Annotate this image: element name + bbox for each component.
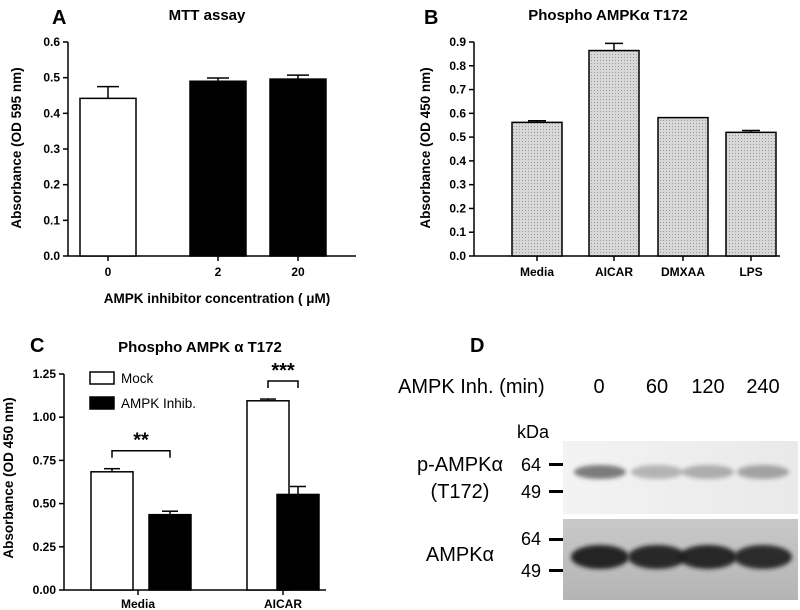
blot-header-label: AMPK Inh. (min) (398, 376, 545, 398)
y-tick-label: 0.1 (43, 213, 60, 227)
blot-band (734, 545, 792, 569)
blot-timepoint-0: 0 (593, 376, 604, 398)
panel-b-chart: Phospho AMPKα T172 Absorbance (OD 450 nm… (418, 7, 780, 279)
blot-row1-sublabel: (T172) (431, 481, 490, 503)
blot-row1-marker-49: 49 (521, 482, 541, 502)
chart-a-xlabel: AMPK inhibitor concentration ( μM) (104, 291, 331, 306)
y-tick-label: 0.00 (33, 583, 57, 597)
blot-band (737, 465, 789, 479)
bar (511, 121, 563, 257)
y-tick-label: 0.9 (449, 35, 466, 49)
y-tick-label: 0.5 (449, 130, 466, 144)
blot-band (628, 545, 686, 569)
y-tick-label: 0.7 (449, 83, 466, 97)
x-tick-label: AICAR (264, 597, 302, 610)
blot-row1-label: p-AMPKα (417, 454, 503, 476)
bar (189, 80, 247, 257)
y-tick-label: 0.3 (43, 142, 60, 156)
blot-marker-tick (549, 463, 565, 466)
y-tick-label: 0.2 (43, 178, 60, 192)
panel-label-d: D (470, 335, 484, 357)
x-tick-label: Media (121, 597, 155, 610)
panel-label-a: A (52, 7, 66, 29)
significance-stars: *** (271, 360, 295, 382)
y-tick-label: 0.4 (449, 154, 466, 168)
bar (588, 49, 640, 257)
y-tick-label: 0.3 (449, 178, 466, 192)
y-tick-label: 0.50 (33, 497, 57, 511)
bar (79, 97, 137, 257)
blot-band (571, 545, 629, 569)
y-tick-label: 0.2 (449, 201, 466, 215)
bar (657, 116, 709, 257)
panel-c-chart: Phospho AMPK α T172 Absorbance (OD 450 n… (1, 339, 326, 610)
y-tick-label: 0.75 (33, 453, 57, 467)
legend-swatch-ampk-inhib (89, 396, 115, 410)
western-blot-panel: AMPK Inh. (min) 0 60 120 240 kDa p-AMPKα… (398, 376, 798, 600)
y-tick-label: 0.0 (43, 249, 60, 263)
chart-c-title: Phospho AMPK α T172 (118, 339, 282, 356)
y-tick-label: 1.00 (33, 410, 57, 424)
bar (276, 493, 320, 591)
significance-bracket (111, 449, 171, 458)
significance-bracket (267, 380, 299, 389)
x-tick-label: LPS (739, 265, 762, 279)
blot-timepoint-60: 60 (646, 376, 668, 398)
y-tick-label: 0.25 (33, 540, 57, 554)
panel-label-c: C (30, 335, 44, 357)
blot-timepoint-240: 240 (746, 376, 779, 398)
y-tick-label: 1.25 (33, 367, 57, 381)
y-tick-label: 0.0 (449, 249, 466, 263)
blot-row1-marker-64: 64 (521, 455, 541, 475)
bar (269, 78, 327, 257)
chart-b-ylabel: Absorbance (OD 450 nm) (418, 67, 433, 228)
blot-timepoint-120: 120 (691, 376, 724, 398)
x-tick-label: AICAR (595, 265, 633, 279)
blot-band (679, 545, 737, 569)
blot-band (574, 465, 626, 479)
bar (148, 513, 192, 591)
blot-row2-marker-49: 49 (521, 561, 541, 581)
blot-marker-tick (549, 569, 565, 572)
x-tick-label: DMXAA (661, 265, 705, 279)
blot-kda-label: kDa (517, 422, 550, 442)
blot-band (682, 465, 734, 479)
blot-marker-tick (549, 490, 565, 493)
blot-row2-marker-64: 64 (521, 529, 541, 549)
y-tick-label: 0.1 (449, 225, 466, 239)
x-tick-label: 20 (291, 265, 305, 279)
chart-a-title: MTT assay (169, 7, 246, 24)
significance-stars: ** (133, 430, 149, 452)
panel-a-chart: MTT assay Absorbance (OD 595 nm) AMPK in… (9, 7, 356, 306)
blot-band (631, 465, 683, 479)
y-tick-label: 0.8 (449, 59, 466, 73)
legend-label-mock: Mock (121, 371, 154, 386)
bar (90, 471, 134, 591)
y-tick-label: 0.6 (449, 106, 466, 120)
y-tick-label: 0.4 (43, 106, 60, 120)
x-tick-label: Media (520, 265, 554, 279)
legend-swatch-mock (89, 371, 115, 385)
y-tick-label: 0.5 (43, 71, 60, 85)
x-tick-label: 2 (215, 265, 222, 279)
blot-marker-tick (549, 538, 565, 541)
chart-a-ylabel: Absorbance (OD 595 nm) (9, 67, 24, 228)
panel-label-b: B (424, 7, 438, 29)
y-tick-label: 0.6 (43, 35, 60, 49)
chart-b-title: Phospho AMPKα T172 (528, 7, 688, 24)
chart-c-ylabel: Absorbance (OD 450 nm) (1, 397, 16, 558)
bar (725, 131, 777, 257)
legend-label-ampk-inhib: AMPK Inhib. (121, 396, 196, 411)
x-tick-label: 0 (105, 265, 112, 279)
blot-row2-label: AMPKα (426, 544, 494, 566)
